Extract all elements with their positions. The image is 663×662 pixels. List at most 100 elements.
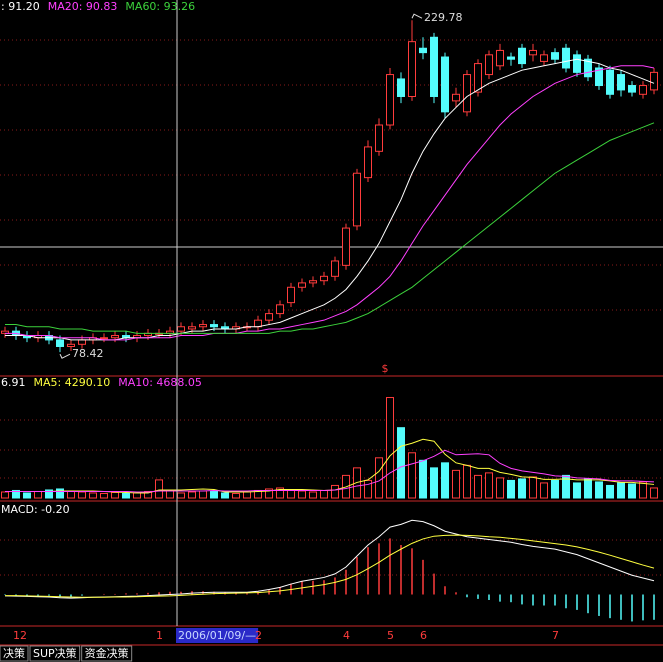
candle-body [551,52,559,60]
volume-bar [67,490,75,499]
x-tick-label: 4 [343,629,350,642]
candle-body [397,78,405,97]
volume-bar [584,478,592,499]
candle-body [474,63,482,93]
volume-bar [100,492,108,499]
volume-bar [12,489,20,499]
x-tick-label: 1 [156,629,163,642]
volume-bar [177,492,185,499]
candle-body [650,71,658,91]
volume-bar [298,490,306,499]
volume-bar [606,484,614,499]
candle-body [276,304,284,315]
volume-bar [78,491,86,499]
volume-bar [364,479,372,499]
candle-body [584,58,592,78]
volume-bar [122,492,130,499]
volume-bar [243,491,251,499]
candle-body [287,286,295,304]
volume-bar [419,459,427,499]
volume-bar [441,462,449,499]
line-series [5,58,655,341]
volume-bar [56,488,64,499]
line-series [5,534,655,598]
volume-bar [639,481,647,499]
candle-body [386,74,394,126]
line-series [5,122,655,334]
candle-body [419,47,427,54]
volume-bar [276,487,284,499]
tab-label[interactable]: SUP决策 [33,646,77,660]
volume-bar [562,474,570,499]
volume-bar [551,479,559,499]
annotation-flag [411,13,423,19]
volume-bar [507,479,515,499]
candle-body [617,74,625,91]
candle-body [573,54,581,73]
x-tick-label: 12 [13,629,27,642]
annotation: 229.78 [424,11,463,24]
legend-entry: MA5: 4290.10 [34,376,111,389]
candle-body [320,275,328,282]
x-tick-label: 2006/01/09/— [178,629,256,642]
candle-body [507,56,515,60]
volume-bar [188,491,196,499]
candle-body [452,93,460,102]
volume-bar [331,484,339,499]
volume-bar [232,492,240,499]
tab[interactable] [29,645,81,662]
volume-bar [1,491,9,499]
candle-body [298,282,306,288]
candle-body [606,69,614,95]
tab-label[interactable]: 决策 [3,646,25,660]
x-tick-label: 6 [420,629,427,642]
candle-body [199,324,207,328]
legend-entry: : 91.20 [1,0,40,13]
tab[interactable] [0,645,29,662]
candle-body [518,47,526,65]
legend-entry: MACD: -0.20 [1,503,70,516]
tab-label[interactable]: 资金决策 [85,646,129,660]
candle-body [496,49,504,67]
volume-bar [166,489,174,499]
volume-bar [265,488,273,499]
annotation-flag [59,353,71,359]
volume-bar [430,467,438,499]
volume-bar [463,464,471,499]
x-tick-label: 7 [552,629,559,642]
volume-bar [23,492,31,499]
volume-bar [474,474,482,499]
volume-bar [210,490,218,499]
volume-bar [496,477,504,499]
candle-body [210,324,218,328]
legend-entry: 6.91 [1,376,26,389]
volume-bar [485,472,493,499]
tab[interactable] [81,645,133,662]
x-tick-label: 5 [387,629,394,642]
volume-bar [309,491,317,499]
legend-entry: MA20: 90.83 [48,0,118,13]
line-series [5,449,655,493]
volume-bar [617,482,625,499]
volume-bar [529,476,537,499]
candle-body [628,85,636,93]
legend-entry: MA10: 4688.05 [118,376,202,389]
x-tick-label: 2 [255,629,262,642]
volume-bar [408,452,416,499]
candle-body [375,124,383,152]
candle-body [177,326,185,332]
candle-body [111,335,119,339]
candle-body [353,172,361,227]
volume-bar [375,457,383,499]
candle-body [364,146,372,179]
volume-bar [133,492,141,499]
candle-body [309,280,317,284]
candle-body [331,260,339,277]
volume-bar [397,427,405,499]
volume-bar [573,482,581,499]
candle-body [595,67,603,87]
candle-body [529,49,537,56]
volume-bar [650,487,658,499]
volume-bar [221,492,229,499]
